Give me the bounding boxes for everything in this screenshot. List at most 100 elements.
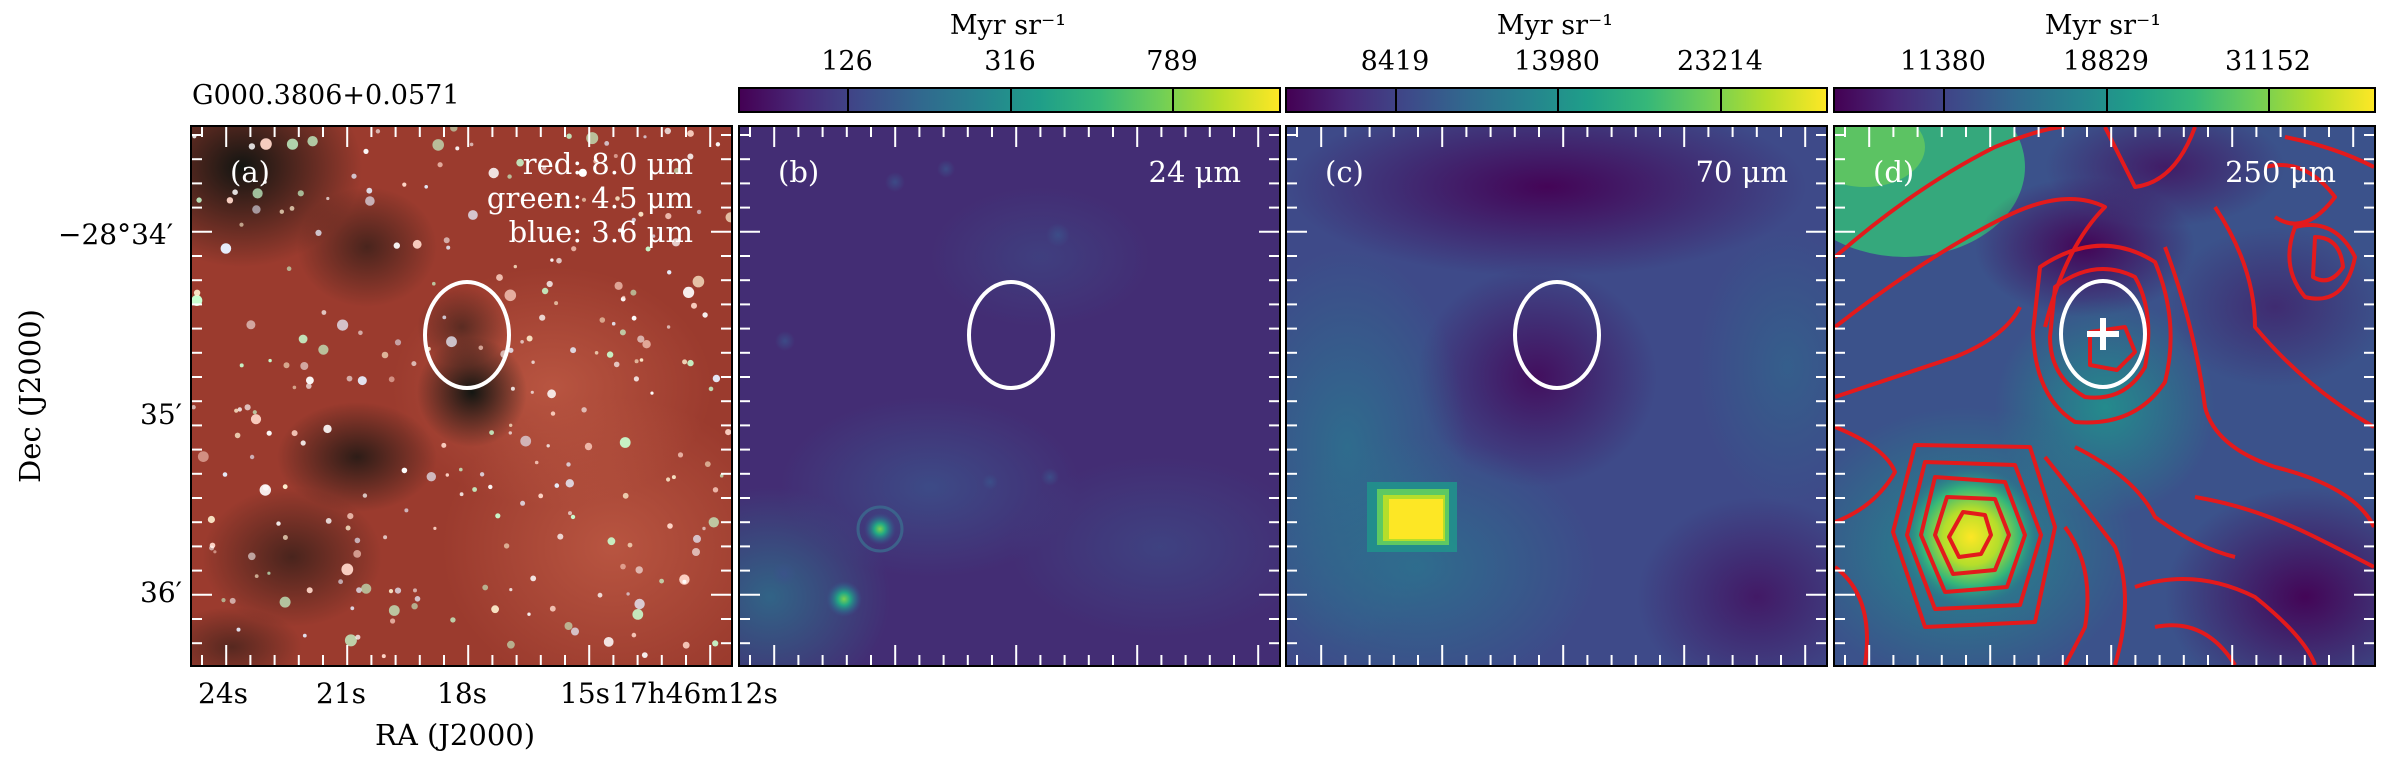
star <box>388 589 394 594</box>
star <box>614 281 623 290</box>
star <box>266 430 272 436</box>
star <box>578 168 587 177</box>
star <box>263 180 267 184</box>
star <box>315 229 322 236</box>
star <box>546 280 553 288</box>
star <box>634 359 639 364</box>
star <box>234 408 239 413</box>
colorbar-tick <box>1010 89 1012 111</box>
source-ellipse <box>2059 279 2147 389</box>
star <box>297 190 304 197</box>
star <box>645 246 651 252</box>
star <box>236 627 241 632</box>
panel-c-70um-image: (c) 70 μm <box>1285 125 1828 667</box>
star <box>323 424 332 434</box>
star <box>221 598 226 603</box>
star <box>441 442 447 448</box>
star <box>704 461 711 467</box>
star <box>712 487 719 493</box>
star <box>570 514 576 520</box>
star <box>375 129 381 134</box>
star <box>248 143 256 150</box>
star <box>351 173 357 179</box>
star <box>283 362 290 369</box>
star <box>341 563 354 576</box>
star <box>350 606 355 611</box>
star <box>443 237 450 244</box>
panel-label-c: (c) <box>1325 155 1364 189</box>
star <box>346 375 353 382</box>
star <box>702 526 706 531</box>
star <box>411 603 418 610</box>
star <box>252 410 257 415</box>
star <box>446 336 457 348</box>
star <box>291 430 298 437</box>
star <box>361 583 372 594</box>
star <box>338 579 343 585</box>
star <box>345 525 351 531</box>
star <box>570 347 577 354</box>
panel-b-24um-image: (b) 24 μm <box>738 125 1281 667</box>
star <box>659 578 664 584</box>
star <box>479 472 485 477</box>
star <box>446 245 451 250</box>
star <box>344 634 357 647</box>
star <box>250 414 262 425</box>
star <box>468 210 478 220</box>
star <box>252 188 263 199</box>
star <box>520 340 524 344</box>
star <box>381 654 386 659</box>
star <box>220 243 232 254</box>
star <box>619 437 631 448</box>
star <box>286 266 292 271</box>
star <box>530 390 534 394</box>
star <box>383 535 388 540</box>
star <box>488 484 493 490</box>
star <box>450 617 456 623</box>
star <box>413 588 417 593</box>
source-ellipse <box>423 280 511 390</box>
star <box>651 234 656 238</box>
star <box>489 430 494 435</box>
star <box>673 167 681 175</box>
colorbar-tick <box>1395 89 1397 111</box>
colorbar-gradient <box>1833 87 2376 113</box>
star <box>347 513 354 520</box>
star <box>564 622 573 630</box>
star <box>459 492 464 497</box>
star <box>687 359 694 367</box>
star <box>682 641 690 649</box>
star <box>192 405 196 410</box>
star <box>725 212 731 223</box>
y-tick-label: 36′ <box>140 576 182 609</box>
star <box>292 385 297 390</box>
star <box>432 281 436 286</box>
star <box>286 138 299 150</box>
star <box>643 135 647 139</box>
star <box>357 376 367 386</box>
peak-cross-marker <box>2087 318 2119 350</box>
star <box>246 320 256 330</box>
source-ellipse <box>967 280 1055 390</box>
star <box>565 479 574 488</box>
band-legend: red: 8.0 μm green: 4.5 μm blue: 3.6 μm <box>487 147 693 249</box>
star <box>631 632 637 638</box>
star <box>401 467 408 474</box>
star <box>356 587 362 593</box>
colorbar-tick-label: 13980 <box>1514 46 1600 77</box>
star <box>355 634 361 640</box>
star <box>289 206 295 211</box>
star <box>504 289 517 302</box>
star <box>666 477 671 482</box>
star <box>594 351 599 355</box>
star <box>509 588 513 592</box>
star <box>252 205 261 214</box>
star <box>546 444 550 448</box>
star <box>279 209 284 214</box>
star <box>615 196 620 201</box>
star <box>262 484 269 491</box>
star <box>226 197 234 204</box>
star <box>635 566 643 574</box>
band-green: green: 4.5 μm <box>486 181 693 215</box>
